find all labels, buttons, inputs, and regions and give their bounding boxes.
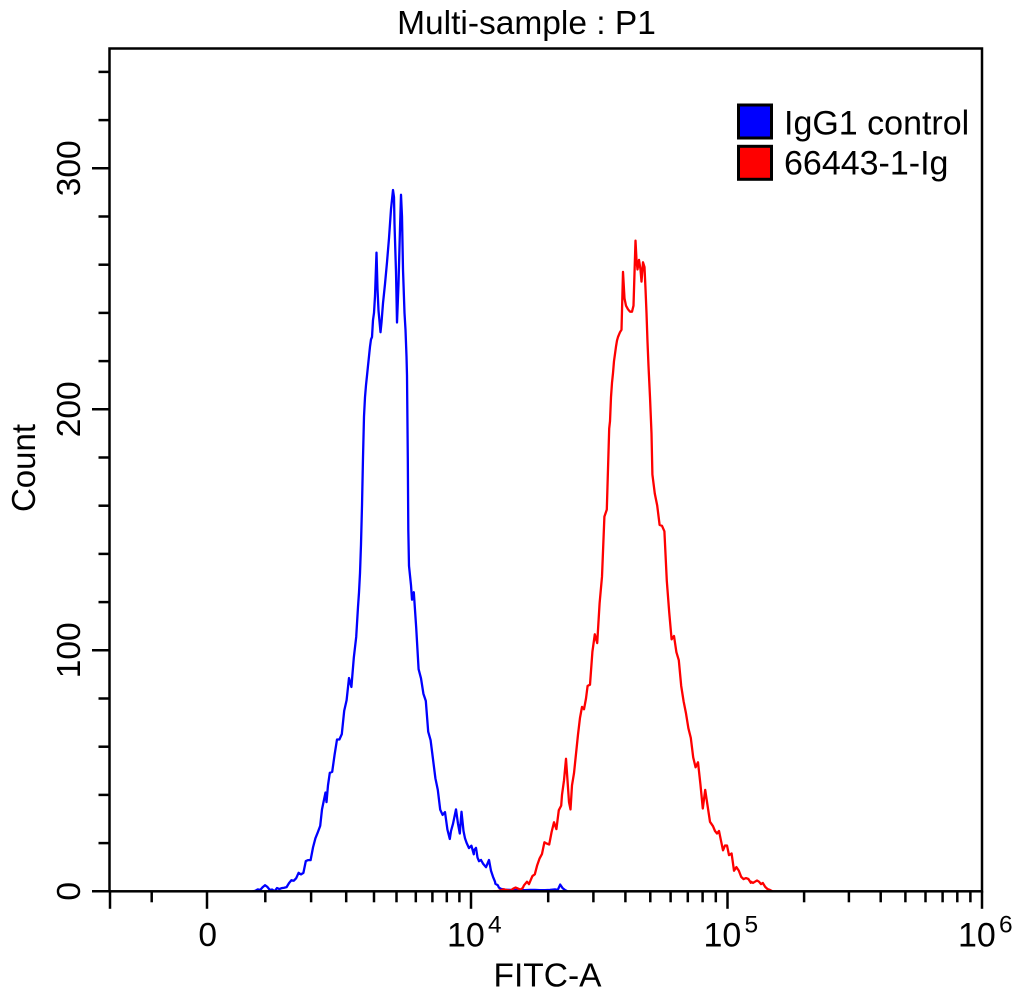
svg-text:FITC-A: FITC-A	[494, 957, 603, 994]
svg-text:4: 4	[488, 912, 502, 939]
svg-text:66443-1-Ig: 66443-1-Ig	[784, 145, 948, 183]
svg-text:Multi-sample : P1: Multi-sample : P1	[397, 5, 656, 42]
svg-text:Count: Count	[5, 424, 42, 512]
svg-text:100: 100	[51, 622, 88, 678]
svg-text:0: 0	[51, 882, 88, 901]
svg-text:10: 10	[447, 917, 485, 955]
svg-text:0: 0	[198, 917, 217, 954]
svg-text:5: 5	[745, 912, 759, 939]
svg-text:IgG1 control: IgG1 control	[784, 105, 969, 143]
svg-text:200: 200	[51, 381, 88, 437]
svg-text:10: 10	[958, 917, 996, 955]
svg-text:6: 6	[999, 912, 1013, 939]
svg-text:10: 10	[704, 917, 742, 955]
svg-text:300: 300	[51, 140, 88, 196]
